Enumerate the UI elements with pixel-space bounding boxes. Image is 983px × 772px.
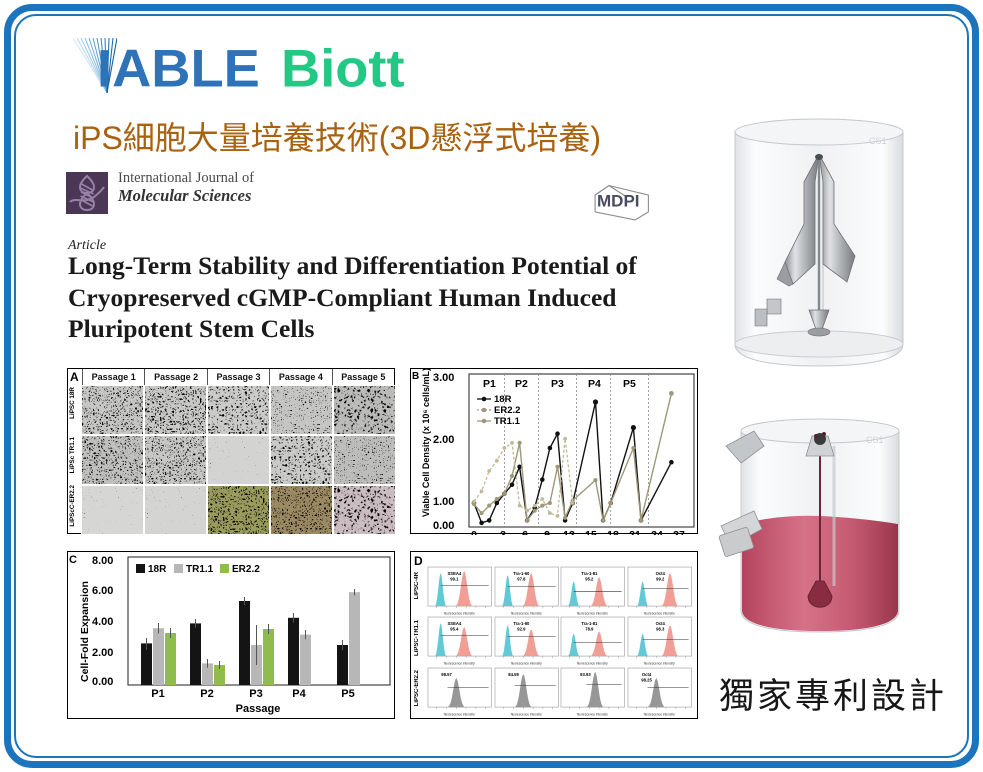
svg-text:27: 27 xyxy=(673,529,685,535)
svg-text:98.25: 98.25 xyxy=(641,677,652,682)
svg-text:6.00: 6.00 xyxy=(92,585,113,597)
svg-text:C: C xyxy=(69,554,77,566)
svg-text:78.9: 78.9 xyxy=(585,627,594,632)
svg-text:fluorescence intensity: fluorescence intensity xyxy=(510,611,541,615)
svg-text:P4: P4 xyxy=(588,378,601,390)
svg-text:fluorescence intensity: fluorescence intensity xyxy=(643,611,674,615)
svg-text:98.57: 98.57 xyxy=(441,672,452,677)
svg-text:4.00: 4.00 xyxy=(92,616,113,628)
svg-text:TR1.1: TR1.1 xyxy=(494,416,521,427)
svg-text:P4: P4 xyxy=(292,688,306,700)
svg-text:0: 0 xyxy=(471,529,477,535)
svg-text:P3: P3 xyxy=(551,378,564,390)
svg-text:fluorescence intensity: fluorescence intensity xyxy=(444,611,475,615)
svg-text:fluorescence intensity: fluorescence intensity xyxy=(444,662,475,666)
svg-text:3.00: 3.00 xyxy=(433,372,454,384)
svg-text:84.59: 84.59 xyxy=(508,672,519,677)
svg-text:21: 21 xyxy=(629,529,641,535)
svg-text:9: 9 xyxy=(544,529,550,535)
svg-text:fluorescence intensity: fluorescence intensity xyxy=(577,611,608,615)
svg-text:93.93: 93.93 xyxy=(580,672,591,677)
svg-text:P1: P1 xyxy=(151,688,164,700)
svg-text:fluorescence intensity: fluorescence intensity xyxy=(577,712,608,716)
svg-text:0.00: 0.00 xyxy=(433,520,454,532)
svg-text:fluorescence intensity: fluorescence intensity xyxy=(643,712,674,716)
svg-text:99.1: 99.1 xyxy=(450,576,459,581)
svg-text:TR1.1: TR1.1 xyxy=(186,564,214,575)
svg-text:99.2: 99.2 xyxy=(656,576,665,581)
svg-text:ER2.2: ER2.2 xyxy=(232,564,260,575)
svg-text:1.00: 1.00 xyxy=(433,496,454,508)
svg-text:fluorescence intensity: fluorescence intensity xyxy=(510,712,541,716)
svg-text:fluorescence intensity: fluorescence intensity xyxy=(577,662,608,666)
svg-text:98.3: 98.3 xyxy=(656,627,665,632)
svg-text:P3: P3 xyxy=(249,688,262,700)
svg-text:P2: P2 xyxy=(200,688,213,700)
svg-text:2.00: 2.00 xyxy=(92,647,113,659)
svg-text:6: 6 xyxy=(522,529,528,535)
svg-text:97.8: 97.8 xyxy=(517,576,526,581)
svg-text:12: 12 xyxy=(563,529,575,535)
svg-text:0.00: 0.00 xyxy=(92,676,113,688)
svg-text:95.2: 95.2 xyxy=(585,576,594,581)
svg-text:18: 18 xyxy=(607,529,619,535)
svg-text:24: 24 xyxy=(651,529,663,535)
svg-text:MDPI: MDPI xyxy=(597,192,640,211)
svg-text:fluorescence intensity: fluorescence intensity xyxy=(444,712,475,716)
svg-text:P1: P1 xyxy=(483,378,496,390)
svg-text:Passage: Passage xyxy=(236,703,281,715)
svg-text:18R: 18R xyxy=(148,564,167,575)
svg-text:8.00: 8.00 xyxy=(92,555,113,567)
svg-text:18R: 18R xyxy=(494,394,512,405)
svg-text:fluorescence intensity: fluorescence intensity xyxy=(643,662,674,666)
svg-text:P2: P2 xyxy=(515,378,528,390)
svg-text:P5: P5 xyxy=(623,378,636,390)
svg-text:P5: P5 xyxy=(341,688,354,700)
svg-text:95.4: 95.4 xyxy=(450,627,459,632)
svg-text:B: B xyxy=(412,371,419,382)
svg-text:3: 3 xyxy=(500,529,506,535)
svg-text:92.9: 92.9 xyxy=(517,627,526,632)
svg-text:CS1: CS1 xyxy=(869,136,887,146)
svg-text:ER2.2: ER2.2 xyxy=(494,405,520,416)
svg-text:fluorescence intensity: fluorescence intensity xyxy=(510,662,541,666)
svg-text:CS1: CS1 xyxy=(866,435,884,445)
svg-text:2.00: 2.00 xyxy=(433,434,454,446)
svg-text:15: 15 xyxy=(585,529,597,535)
